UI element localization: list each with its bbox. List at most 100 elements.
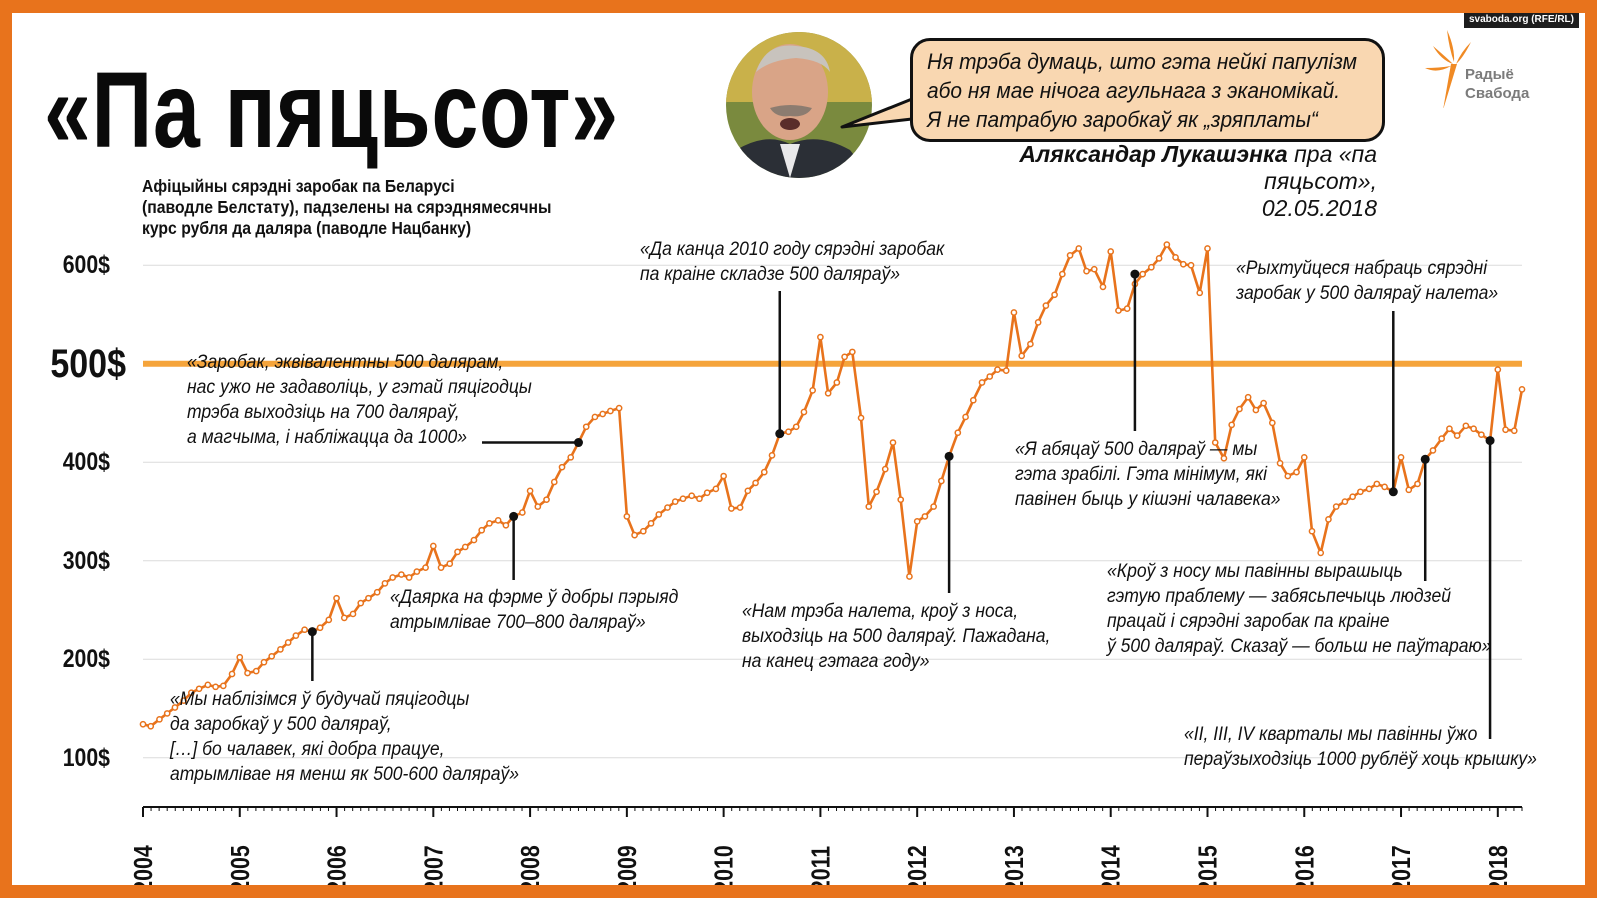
chart-subtitle: Афіцыйны сярэдні заробак па Беларусі (па… — [142, 176, 552, 239]
quote-line: «Даярка на фэрме ў добры пэрыяд — [390, 586, 679, 608]
salary-line-chart: 2004 2005 2006 2007 2008 2009 2010 2011 2012 2013… — [129, 241, 1526, 885]
data-point — [494, 517, 502, 524]
torch-flame-icon — [1425, 30, 1471, 108]
data-point — [1293, 468, 1300, 476]
quote-annotation: «II, III, IV кварталы мы павінны ўжо пера… — [1184, 722, 1537, 772]
subtitle-line: Афіцыйны сярэдні заробак па Беларусі — [142, 176, 455, 196]
data-point — [1308, 527, 1316, 535]
data-point — [1470, 425, 1477, 433]
data-point — [1349, 493, 1356, 501]
subtitle-line: курс рубля да даляра (паводле Нацбанку) — [142, 218, 472, 238]
quote-line: трэба выходзіць на 700 даляраў, — [187, 401, 460, 423]
data-point — [865, 503, 873, 510]
data-point — [454, 548, 461, 556]
attribution-text: пра «па пяцьсот», — [1264, 141, 1377, 194]
quote-line: […] бо чалавек, які добра працуе, — [170, 738, 445, 760]
x-tick-label: 2017 — [1387, 845, 1417, 885]
data-point — [1446, 425, 1453, 433]
data-point — [599, 410, 607, 418]
data-point — [219, 682, 227, 690]
data-point — [881, 465, 889, 473]
data-point — [357, 599, 365, 607]
data-point — [752, 479, 759, 487]
data-point — [760, 468, 768, 476]
data-point — [930, 503, 937, 510]
x-tick-label: 2011 — [806, 846, 836, 885]
salary-series-line — [142, 243, 1524, 728]
data-point — [171, 704, 179, 711]
data-point — [284, 639, 292, 646]
data-point — [720, 472, 727, 480]
data-point — [381, 580, 389, 587]
data-point — [1332, 503, 1340, 510]
data-point — [1123, 305, 1131, 312]
quote-attribution: Аляксандар Лукашэнка пра «па пяцьсот», 0… — [912, 141, 1377, 222]
data-point — [567, 453, 575, 461]
data-point — [1462, 422, 1470, 430]
data-point — [1494, 366, 1502, 374]
data-point — [373, 588, 381, 596]
data-point — [1155, 255, 1163, 262]
x-tick-label: 2007 — [419, 845, 449, 885]
data-point — [1010, 309, 1018, 316]
y-tick-label: 100$ — [62, 743, 110, 772]
y-tick-label: 200$ — [62, 645, 110, 674]
data-point — [292, 632, 300, 639]
data-point — [502, 521, 510, 529]
source-credit: svaboda.org (RFE/RL) — [1463, 13, 1579, 28]
data-point — [301, 626, 308, 634]
data-point — [1276, 459, 1284, 467]
data-point — [1373, 480, 1381, 488]
data-point — [478, 526, 486, 534]
data-point — [340, 614, 348, 622]
data-point — [325, 616, 333, 624]
data-point — [389, 574, 397, 581]
annotation-marker — [1130, 269, 1140, 279]
page-title: «Па пяцьсот» — [44, 49, 619, 170]
data-point — [1478, 431, 1485, 439]
data-point — [736, 504, 744, 511]
data-point — [1204, 245, 1211, 252]
data-point — [365, 594, 372, 602]
y-tick-label: 600$ — [62, 251, 110, 280]
data-point — [913, 518, 921, 525]
x-tick-label: 2006 — [323, 845, 353, 885]
data-point — [212, 683, 219, 691]
attribution-date: 02.05.2018 — [1261, 195, 1377, 221]
data-point — [1042, 302, 1050, 309]
x-tick-label: 2013 — [1000, 845, 1030, 885]
data-point — [550, 478, 558, 486]
speech-bubble-line: Ня трэба думаць, што гэта нейкі папулізм — [927, 49, 1357, 74]
x-tick-label: 2016 — [1290, 845, 1320, 885]
data-point — [429, 542, 437, 550]
data-point — [1252, 406, 1260, 414]
data-point — [461, 543, 469, 551]
x-tick-label: 2010 — [710, 845, 740, 885]
data-point — [591, 413, 599, 421]
data-point — [139, 720, 147, 728]
data-point — [147, 722, 155, 730]
quote-annotation: «Я абяцаў 500 даляраў — мы гэта зрабілі. … — [1015, 437, 1280, 512]
data-point — [1518, 386, 1526, 393]
speech-bubble-line: Я не патрабую заробкаў як „зряплаты“ — [927, 107, 1318, 132]
data-point — [938, 477, 945, 485]
y-tick-label: 300$ — [62, 546, 110, 575]
data-point — [518, 509, 526, 516]
quote-line: «Я абяцаў 500 даляраў — мы — [1015, 438, 1258, 460]
data-point — [1300, 453, 1308, 461]
data-point — [1317, 549, 1325, 557]
data-point — [607, 407, 614, 415]
quote-line: па краіне складзе 500 даляраў» — [640, 263, 901, 285]
subtitle-line: (паводле Белстату), падзелены на сярэдня… — [142, 197, 552, 217]
annotation-marker — [1485, 436, 1495, 446]
quote-line: пераўзыходзіць 1000 рублёў хоць крышку» — [1184, 748, 1537, 770]
annotation-marker — [307, 627, 317, 637]
data-point — [1066, 252, 1074, 259]
quote-annotation: «Рыхтуйцеся набраць сярэдні заробак у 500… — [1236, 256, 1498, 306]
data-point — [1325, 516, 1332, 523]
data-point — [817, 333, 824, 341]
data-point — [768, 452, 776, 459]
data-point — [679, 495, 687, 503]
data-point — [1027, 340, 1034, 348]
logo-line: Свабода — [1465, 85, 1530, 102]
